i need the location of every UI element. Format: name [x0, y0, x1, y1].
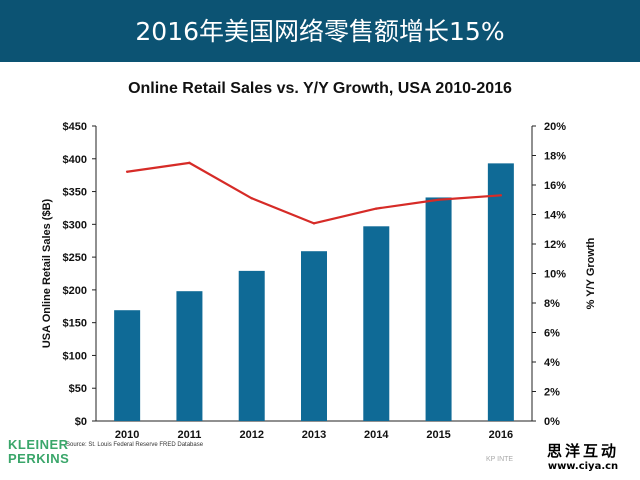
y-right-tick-label: 0%: [544, 416, 560, 428]
watermark-url: www.ciya.cn: [547, 461, 619, 472]
y-tick-label: $100: [63, 350, 87, 362]
y-tick-label: $200: [63, 285, 87, 297]
page-title: 2016年美国网络零售额增长15%: [135, 17, 505, 46]
chart-title: Online Retail Sales vs. Y/Y Growth, USA …: [128, 80, 512, 97]
source-note: Source: St. Louis Federal Reserve FRED D…: [66, 442, 204, 448]
y-right-tick-label: 2%: [544, 387, 560, 399]
growth-point: [437, 198, 440, 201]
growth-point: [125, 170, 129, 173]
y-right-tick-label: 8%: [544, 298, 560, 310]
y-right-axis-title: % Y/Y Growth: [585, 237, 597, 309]
header-band: [0, 0, 640, 62]
y-right-tick-label: 14%: [544, 210, 566, 222]
watermark-text: 思洋互动: [546, 442, 619, 460]
footer-mark: KP INTE: [486, 456, 514, 463]
logo-line-1: KLEINER: [8, 437, 69, 452]
bar: [114, 310, 141, 421]
x-tick-label: 2012: [239, 429, 263, 441]
y-tick-label: $350: [63, 187, 87, 199]
x-tick-label: 2010: [115, 429, 139, 441]
y-tick-label: $0: [75, 416, 87, 428]
y-tick-label: $400: [63, 154, 87, 166]
x-tick-label: 2015: [426, 429, 450, 441]
y-right-tick-label: 16%: [544, 180, 566, 192]
y-right-tick-label: 18%: [544, 151, 566, 163]
watermark: 思洋互动 www.ciya.cn: [530, 440, 636, 472]
y-tick-label: $150: [63, 318, 87, 330]
y-right-tick-label: 10%: [544, 269, 566, 281]
x-tick-label: 2011: [177, 429, 201, 441]
bar: [176, 291, 203, 421]
y-tick-label: $450: [63, 121, 87, 133]
bar: [301, 251, 327, 421]
y-right-tick-label: 20%: [544, 121, 566, 133]
bar: [425, 197, 452, 421]
y-right-tick-label: 12%: [544, 239, 566, 251]
y-right-tick-label: 4%: [544, 357, 560, 369]
y-right-tick-label: 6%: [544, 328, 560, 340]
x-tick-label: 2014: [364, 429, 389, 441]
logo-line-2: PERKINS: [8, 451, 70, 466]
kleiner-perkins-logo: KLEINER PERKINS: [8, 438, 69, 466]
y-tick-label: $50: [69, 383, 87, 395]
growth-point: [312, 222, 316, 225]
x-tick-label: 2013: [302, 429, 326, 441]
bar: [487, 163, 514, 421]
growth-point: [499, 194, 503, 197]
bar: [238, 270, 265, 421]
y-axis-title: USA Online Retail Sales ($B): [41, 198, 53, 348]
y-tick-label: $250: [63, 252, 87, 264]
growth-point: [375, 207, 378, 210]
y-tick-label: $300: [63, 219, 87, 231]
bar: [363, 226, 390, 421]
x-tick-label: 2016: [489, 429, 513, 441]
growth-point: [188, 161, 191, 165]
growth-point: [250, 197, 253, 200]
